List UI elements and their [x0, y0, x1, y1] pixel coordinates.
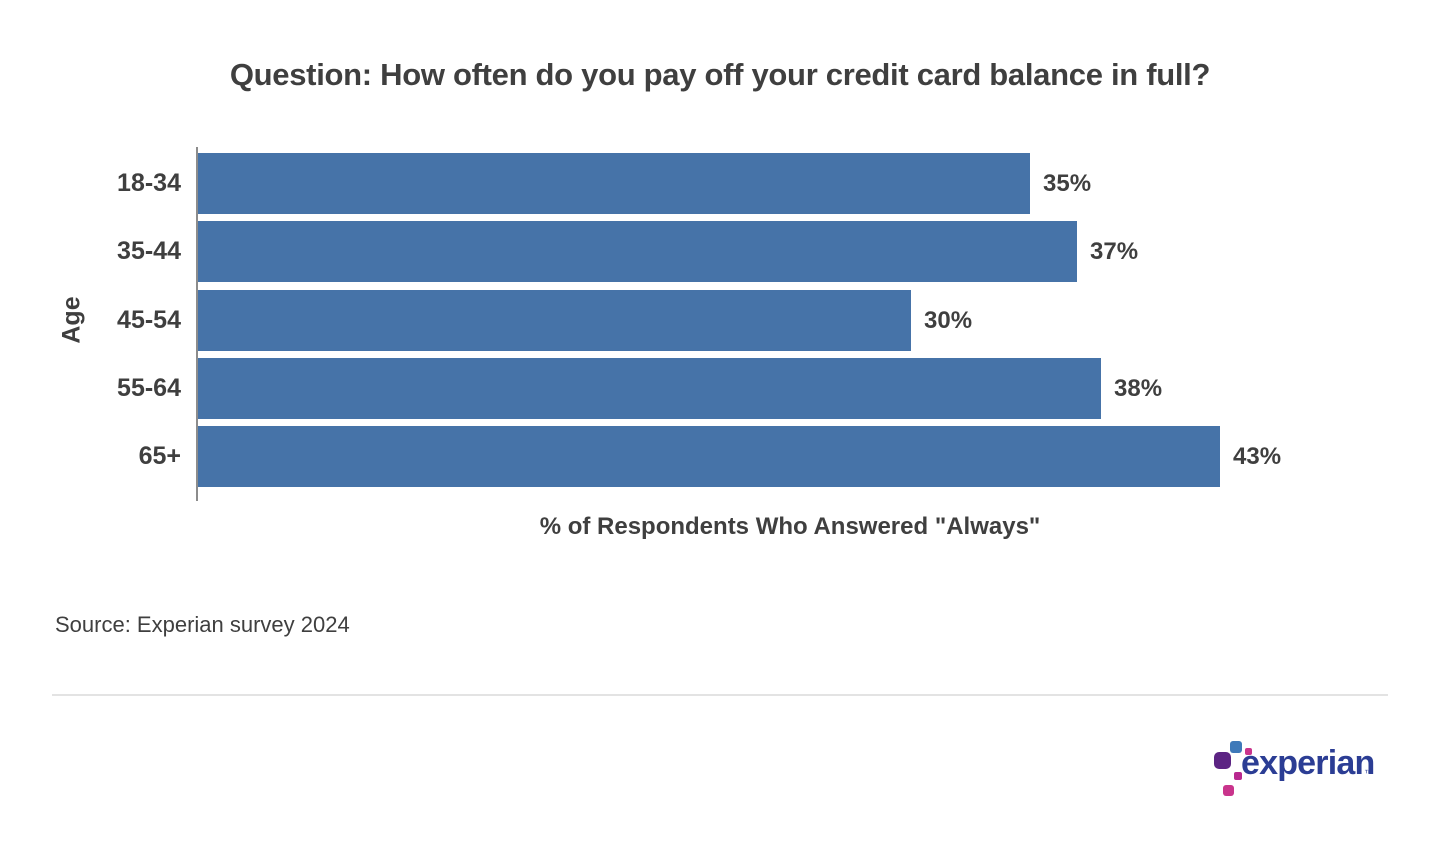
y-tick-label: 35-44 — [117, 237, 181, 265]
bar-65+ — [198, 426, 1220, 487]
experian-logo: experian ™ — [1210, 736, 1390, 806]
bar-value-label: 35% — [1043, 169, 1092, 197]
bar-value-label: 43% — [1233, 442, 1282, 470]
bar-row: 55-64 38% — [0, 358, 1440, 419]
bar-value-label: 38% — [1114, 374, 1163, 402]
bar-row: 18-34 35% — [0, 153, 1440, 214]
bar-35-44 — [198, 221, 1077, 282]
logo-square-blue-icon — [1230, 741, 1242, 753]
logo-square-pink-mid-icon — [1234, 772, 1242, 780]
source-note: Source: Experian survey 2024 — [55, 612, 350, 637]
bar-row: 45-54 30% — [0, 290, 1440, 351]
bar-18-34 — [198, 153, 1030, 214]
y-axis-title: Age — [57, 296, 86, 344]
bar-value-label: 37% — [1090, 237, 1139, 265]
y-tick-label: 55-64 — [117, 374, 181, 402]
y-axis-line — [196, 147, 198, 501]
bar-55-64 — [198, 358, 1101, 419]
logo-trademark: ™ — [1364, 768, 1373, 778]
chart-title: Question: How often do you pay off your … — [229, 57, 1211, 92]
y-tick-label: 18-34 — [117, 169, 181, 197]
bar-row: 65+ 43% — [0, 426, 1440, 487]
bar-45-54 — [198, 290, 911, 351]
bar-row: 35-44 37% — [0, 221, 1440, 282]
bar-value-label: 30% — [924, 306, 973, 334]
logo-square-purple-icon — [1214, 752, 1231, 769]
y-tick-label: 65+ — [138, 442, 181, 470]
logo-square-pink-bottom-icon — [1223, 785, 1234, 796]
x-axis-title: % of Respondents Who Answered "Always" — [539, 513, 1041, 540]
logo-square-pink-top-icon — [1245, 748, 1252, 755]
logo-wordmark: experian — [1241, 744, 1375, 782]
divider-line — [52, 694, 1388, 696]
y-tick-label: 45-54 — [117, 306, 181, 334]
